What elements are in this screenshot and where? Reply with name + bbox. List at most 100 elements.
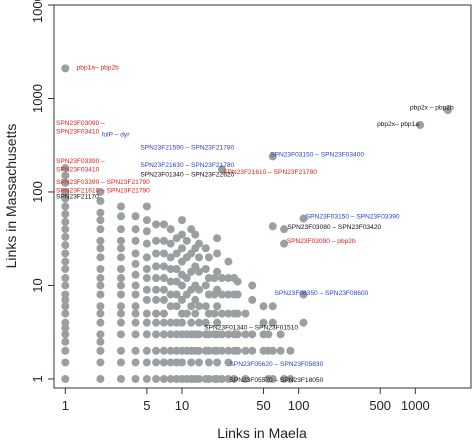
data-point	[241, 346, 250, 355]
data-point	[96, 253, 105, 262]
data-point	[166, 302, 175, 311]
data-point	[195, 285, 204, 294]
data-point	[217, 346, 226, 355]
data-point	[96, 236, 105, 245]
data-point	[230, 374, 239, 383]
data-point	[191, 295, 200, 304]
data-point	[233, 309, 242, 318]
data-point	[131, 318, 140, 327]
data-point	[187, 302, 196, 311]
data-point	[166, 374, 175, 383]
data-point	[61, 274, 70, 283]
data-point	[204, 330, 213, 339]
x-tick-label: 1000	[401, 398, 430, 413]
data-point	[142, 274, 151, 283]
y-tick-label: 10	[30, 278, 45, 292]
annotation-label: SPN23F05620 – SPN23F05830	[229, 361, 323, 368]
data-point	[142, 285, 151, 294]
annotation-label: SPN23F03410	[56, 167, 100, 174]
data-point	[61, 337, 70, 346]
data-point	[131, 290, 140, 299]
data-point	[224, 309, 233, 318]
data-point	[210, 274, 219, 283]
annotation-label: SPN23F03390 – SPN23F21790	[56, 179, 150, 186]
x-tick-label: 500	[369, 398, 391, 413]
data-point	[268, 346, 277, 355]
data-point	[159, 220, 168, 229]
data-point	[96, 346, 105, 355]
data-point	[152, 358, 161, 367]
data-point	[213, 302, 222, 311]
data-point	[264, 330, 273, 339]
data-point	[443, 106, 452, 115]
data-point	[159, 358, 168, 367]
data-point	[217, 274, 226, 283]
data-point	[177, 318, 186, 327]
annotation-label: SPN23F03080 – SPN23F03420	[287, 224, 381, 231]
data-point	[61, 249, 70, 258]
data-point	[159, 295, 168, 304]
data-point	[152, 346, 161, 355]
data-point	[241, 330, 250, 339]
data-point	[61, 281, 70, 290]
data-point	[131, 309, 140, 318]
data-point	[224, 257, 233, 266]
data-point	[259, 318, 268, 327]
data-point	[166, 239, 175, 248]
data-point	[61, 264, 70, 273]
data-point	[248, 295, 257, 304]
data-point	[96, 216, 105, 225]
data-point	[61, 187, 70, 196]
y-tick-label: 1000	[30, 84, 45, 113]
data-point	[142, 264, 151, 273]
x-axis: 1 5 10 50 100 500 1000	[62, 388, 430, 413]
data-point	[142, 253, 151, 262]
data-point	[172, 264, 181, 273]
data-point	[61, 64, 70, 73]
data-point	[299, 318, 308, 327]
data-point	[152, 295, 161, 304]
data-point	[96, 225, 105, 234]
data-point	[131, 212, 140, 221]
data-point	[61, 358, 70, 367]
data-point	[61, 164, 70, 173]
data-point	[96, 187, 105, 196]
data-point	[142, 330, 151, 339]
data-point	[116, 253, 125, 262]
data-point	[61, 225, 70, 234]
data-point	[217, 290, 226, 299]
data-point	[152, 236, 161, 245]
y-tick-label: 100	[30, 181, 45, 203]
data-point	[159, 274, 168, 283]
data-point	[96, 281, 105, 290]
data-point	[61, 202, 70, 211]
annotation-label: SPN23F05570 – SPN23F18050	[229, 377, 323, 384]
data-point	[172, 290, 181, 299]
annotation-label: SPN23F03410	[56, 129, 100, 136]
data-point	[61, 374, 70, 383]
data-point	[116, 346, 125, 355]
data-point	[182, 309, 191, 318]
data-point	[159, 374, 168, 383]
data-point	[201, 318, 210, 327]
data-point	[152, 249, 161, 258]
data-point	[213, 358, 222, 367]
data-point	[224, 290, 233, 299]
data-point	[195, 318, 204, 327]
data-point	[268, 222, 277, 231]
data-point	[248, 330, 257, 339]
data-point	[224, 330, 233, 339]
data-point	[233, 277, 242, 286]
data-point	[166, 225, 175, 234]
data-point	[268, 374, 277, 383]
data-point	[159, 262, 168, 271]
data-point	[61, 178, 70, 187]
annotation-label: SPN23F01340 – SPN23F01510	[204, 324, 298, 331]
data-point	[187, 358, 196, 367]
annotation-label: SPN23F21590 – SPN23F21780	[140, 144, 234, 151]
data-point	[116, 309, 125, 318]
data-point	[61, 217, 70, 226]
data-point	[131, 346, 140, 355]
data-point	[96, 330, 105, 339]
data-point	[233, 330, 242, 339]
